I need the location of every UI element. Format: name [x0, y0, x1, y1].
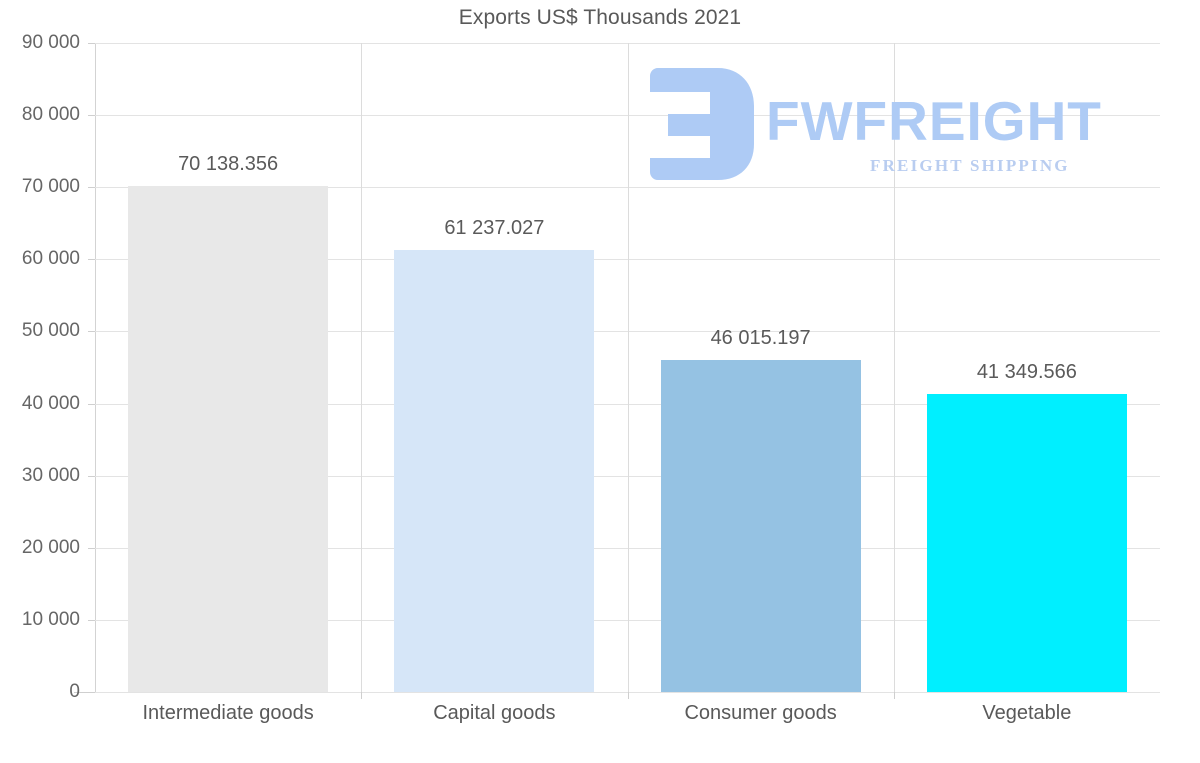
- bar[interactable]: [926, 393, 1127, 692]
- y-axis-tick-label: 70 000: [21, 176, 80, 198]
- bar[interactable]: [660, 360, 861, 692]
- y-axis-line: [95, 43, 96, 693]
- y-axis-tick-label: 40 000: [21, 392, 80, 414]
- gridline-vertical: [893, 43, 895, 692]
- x-axis-tick-mark: [361, 692, 363, 699]
- y-axis-tick-mark: [88, 259, 95, 261]
- bar[interactable]: [128, 186, 329, 692]
- chart-title: Exports US$ Thousands 2021: [458, 6, 742, 29]
- y-axis-tick-mark: [88, 403, 95, 405]
- y-axis-tick-mark: [88, 692, 95, 693]
- y-axis-tick-label: 20 000: [21, 536, 80, 558]
- y-axis-tick-mark: [88, 331, 95, 333]
- x-axis-category-label: Intermediate goods: [142, 702, 314, 724]
- x-axis-category-label: Vegetable: [982, 702, 1072, 724]
- y-axis-tick-mark: [88, 475, 95, 477]
- y-axis-tick-label: 80 000: [21, 104, 80, 126]
- bar-value-label: 61 237.027: [444, 217, 545, 240]
- y-axis-tick-label: 10 000: [21, 608, 80, 630]
- x-axis-category-label: Capital goods: [433, 702, 556, 724]
- y-axis-tick-mark: [88, 619, 95, 621]
- gridline-vertical: [627, 43, 629, 692]
- y-axis-tick-label: 30 000: [21, 464, 80, 486]
- bar-value-label: 70 138.356: [178, 153, 279, 176]
- x-axis-category-label: Consumer goods: [684, 702, 837, 724]
- y-axis-tick-label: 0: [69, 681, 80, 702]
- x-axis-tick-mark: [627, 692, 629, 699]
- bar-value-label: 46 015.197: [710, 327, 811, 350]
- gridline-vertical: [361, 43, 363, 692]
- x-axis-tick-mark: [893, 692, 895, 699]
- y-axis-tick-label: 50 000: [21, 320, 80, 342]
- y-axis-tick-mark: [88, 115, 95, 117]
- y-axis-tick-mark: [88, 43, 95, 44]
- plot-area: [95, 43, 1160, 693]
- y-axis-tick-label: 90 000: [21, 32, 80, 53]
- y-axis-tick-mark: [88, 187, 95, 189]
- y-axis-tick-mark: [88, 547, 95, 549]
- bar[interactable]: [394, 250, 595, 692]
- y-axis-tick-label: 60 000: [21, 248, 80, 270]
- bar-value-label: 41 349.566: [976, 360, 1077, 383]
